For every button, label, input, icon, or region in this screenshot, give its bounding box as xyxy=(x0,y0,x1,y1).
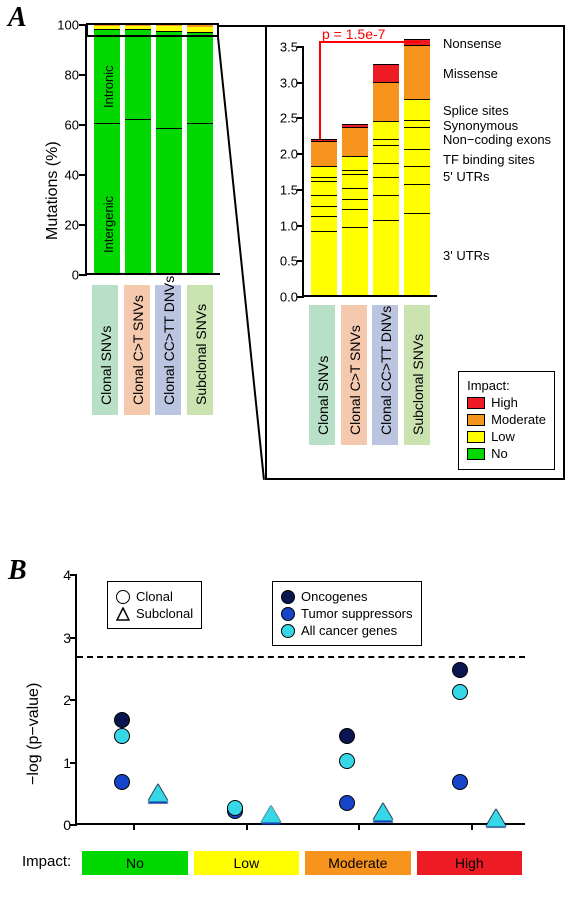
zoom-connector-2 xyxy=(217,37,265,480)
category-labels-a: Clonal SNVsClonal C>T SNVsClonal CC>TT D… xyxy=(85,285,220,415)
point-19 xyxy=(452,774,468,790)
legend-color-tumorsupp: Tumor suppressors xyxy=(281,606,413,621)
y-axis-label-b: −log (p−value) xyxy=(25,683,43,785)
chart-a-right: 0.00.51.01.52.02.53.03.5 Clonal SNVsClon… xyxy=(265,25,565,480)
impact-cell-moderate: Moderate xyxy=(305,851,410,875)
bar-r-0 xyxy=(311,139,337,295)
annotation-0: 3' UTRs xyxy=(443,248,490,263)
point-0 xyxy=(114,712,130,728)
legend-a-title: Impact: xyxy=(467,378,546,393)
point-23 xyxy=(486,810,506,827)
plot-a-right: 0.00.51.01.52.02.53.03.5 xyxy=(302,47,437,297)
point-1 xyxy=(114,774,130,790)
panel-a: Mutations (%) 020406080100IntergenicIntr… xyxy=(10,5,570,495)
plot-b: Clonal Subclonal Oncogenes Tumor suppresso… xyxy=(75,575,525,825)
category-labels-right: Clonal SNVsClonal C>T SNVsClonal CC>TT D… xyxy=(302,305,437,445)
impact-cell-high: High xyxy=(417,851,522,875)
p-value-label: p = 1.5e-7 xyxy=(322,26,385,42)
annotation-7: Missense xyxy=(443,66,498,81)
impact-axis: Impact:NoLowModerateHigh xyxy=(77,851,525,875)
impact-cell-no: No xyxy=(82,851,187,875)
point-13 xyxy=(339,795,355,811)
legend-a: Impact: High Moderate Low No xyxy=(458,371,555,470)
point-18 xyxy=(452,662,468,678)
annotation-8: Nonsense xyxy=(443,36,502,51)
impact-axis-label: Impact: xyxy=(22,851,71,875)
bar-a-1 xyxy=(125,23,151,273)
legend-b-shape: Clonal Subclonal xyxy=(107,581,202,629)
annotation-4: Non−coding exons xyxy=(443,132,551,147)
legend-color-allcancer: All cancer genes xyxy=(281,623,413,638)
point-12 xyxy=(339,728,355,744)
bar-r-3 xyxy=(404,39,430,295)
bar-a-3 xyxy=(187,23,213,273)
legend-shape-triangle: Subclonal xyxy=(116,606,193,621)
legend-row-high: High xyxy=(467,395,546,410)
bar-a-0: IntergenicIntronic xyxy=(94,23,120,273)
annotation-5: Synonymous xyxy=(443,118,518,133)
zoom-connector-1 xyxy=(219,25,266,27)
point-8 xyxy=(227,800,243,816)
significance-line xyxy=(77,656,525,658)
point-2 xyxy=(114,728,130,744)
annotation-3: TF binding sites xyxy=(443,152,535,167)
point-5 xyxy=(148,785,168,802)
legend-row-low: Low xyxy=(467,429,546,444)
legend-row-moderate: Moderate xyxy=(467,412,546,427)
point-14 xyxy=(339,753,355,769)
plot-a-left: 020406080100IntergenicIntronic xyxy=(85,25,220,275)
legend-shape-circle: Clonal xyxy=(116,589,193,604)
annotation-2: 5' UTRs xyxy=(443,169,490,184)
category-label-0: Clonal SNVs xyxy=(92,285,118,415)
point-11 xyxy=(261,806,281,823)
annotation-6: Splice sites xyxy=(443,103,509,118)
impact-cell-low: Low xyxy=(194,851,299,875)
legend-row-no: No xyxy=(467,446,546,461)
category-label-2: Clonal CC>TT DNVs xyxy=(155,285,181,415)
legend-a-rows: High Moderate Low No xyxy=(467,395,546,461)
bar-r-1 xyxy=(342,124,368,295)
zoom-source-box xyxy=(86,23,219,37)
point-17 xyxy=(373,804,393,821)
legend-color-oncogenes: Oncogenes xyxy=(281,589,413,604)
chart-a-left: Mutations (%) 020406080100IntergenicIntr… xyxy=(50,25,220,295)
bar-a-2 xyxy=(156,23,182,273)
legend-b-color: Oncogenes Tumor suppressors All cancer gen… xyxy=(272,581,422,646)
bar-r-2 xyxy=(373,64,399,295)
category-label-1: Clonal C>T SNVs xyxy=(124,285,150,415)
point-20 xyxy=(452,684,468,700)
category-label-3: Subclonal SNVs xyxy=(187,285,213,415)
panel-b: −log (p−value) Clonal Subclonal Oncogenes… xyxy=(10,555,570,895)
